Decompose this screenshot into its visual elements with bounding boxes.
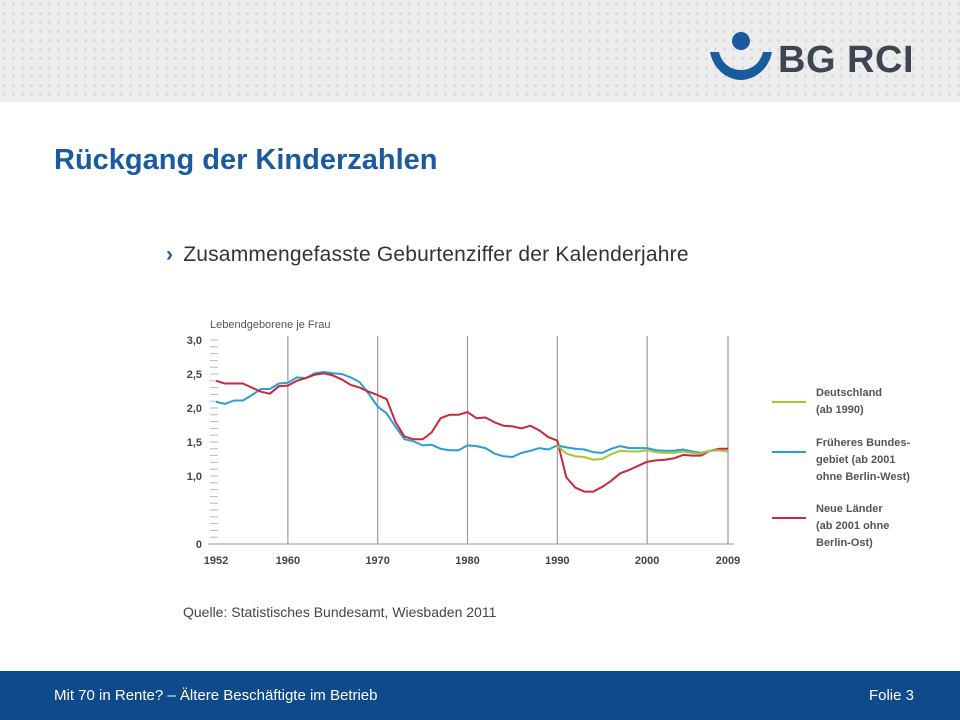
x-tick-label: 1990: [545, 555, 569, 567]
chevron-right-icon: ›: [166, 243, 174, 266]
legend-label: (ab 1990): [816, 404, 864, 416]
logo-text: BG RCI: [778, 39, 914, 81]
y-tick-label: 1,0: [187, 471, 202, 483]
x-tick-label: 1980: [455, 555, 479, 567]
legend-label: Berlin-Ost): [816, 537, 873, 549]
page-title: Rückgang der Kinderzahlen: [54, 144, 438, 176]
footer-title: Mit 70 in Rente? – Ältere Beschäftigte i…: [54, 687, 378, 704]
slide-number: Folie 3: [868, 687, 914, 704]
y-axis-label: Lebendgeborene je Frau: [210, 319, 330, 331]
legend-label: Deutschland: [816, 387, 882, 399]
series-line: [556, 444, 729, 461]
x-tick-label: 1970: [365, 555, 389, 567]
legend-label: Früheres Bundes-: [816, 437, 910, 449]
y-tick-label: 2,0: [187, 403, 202, 415]
bullet-item: › Zusammengefasste Geburtenziffer der Kal…: [166, 240, 689, 270]
series-line: [215, 372, 728, 493]
y-tick-label: 3,0: [187, 335, 202, 347]
footer-bar: Mit 70 in Rente? – Ältere Beschäftigte i…: [0, 671, 960, 720]
bg-rci-logo-icon: [710, 32, 772, 80]
y-tick-label: 1,5: [187, 437, 202, 449]
legend-label: ohne Berlin-West): [816, 471, 910, 483]
series-line: [215, 371, 729, 458]
bullet-text: Zusammengefasste Geburtenziffer der Kale…: [183, 243, 689, 266]
x-tick-label: 1960: [276, 555, 300, 567]
legend-label: Neue Länder: [816, 503, 883, 515]
legend-label: (ab 2001 ohne: [816, 520, 889, 532]
source-note: Quelle: Statistisches Bundesamt, Wiesbad…: [183, 604, 497, 620]
x-tick-label: 1952: [204, 555, 228, 567]
x-tick-label: 2000: [635, 555, 659, 567]
y-tick-label: 0: [196, 539, 202, 551]
header-band: [0, 0, 960, 102]
legend-label: gebiet (ab 2001: [816, 454, 895, 466]
fertility-rate-chart: Lebendgeborene je Frau 3,02,52,01,51,001…: [187, 319, 911, 567]
x-tick-label: 2009: [716, 555, 740, 567]
y-tick-label: 2,5: [187, 369, 202, 381]
